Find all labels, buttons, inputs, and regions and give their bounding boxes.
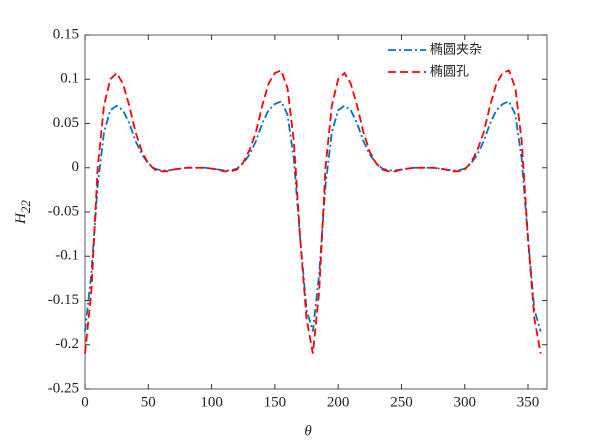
x-label: θ [304,423,312,439]
y-tick-label: 0.1 [60,71,79,87]
x-tick-label: 350 [517,394,540,410]
x-tick-label: 100 [200,394,223,410]
y-tick-label: -0.2 [55,336,79,352]
x-tick-label: 200 [327,394,350,410]
y-label: H22 [13,200,33,225]
y-label-base: H [13,212,29,225]
series-line [84,69,542,354]
y-tick-label: 0 [72,159,80,175]
legend-label: 椭圆孔 [430,64,469,80]
x-tick-label: 250 [390,394,413,410]
y-tick-label: 0.15 [53,26,79,42]
y-tick-label: -0.1 [55,248,79,264]
y-tick-label: -0.05 [48,203,79,219]
y-tick-label: 0.05 [53,115,79,131]
legend-label: 椭圆夹杂 [430,42,482,58]
x-tick-label: 300 [453,394,476,410]
y-tick-label: -0.25 [48,380,79,396]
plot-frame [84,34,548,390]
y-label-sub: 22 [18,200,33,214]
y-tick-label: -0.15 [48,292,79,308]
series-line [84,100,542,332]
x-tick-label: 0 [81,394,89,410]
x-tick-label: 150 [264,394,287,410]
x-tick-label: 50 [141,394,156,410]
